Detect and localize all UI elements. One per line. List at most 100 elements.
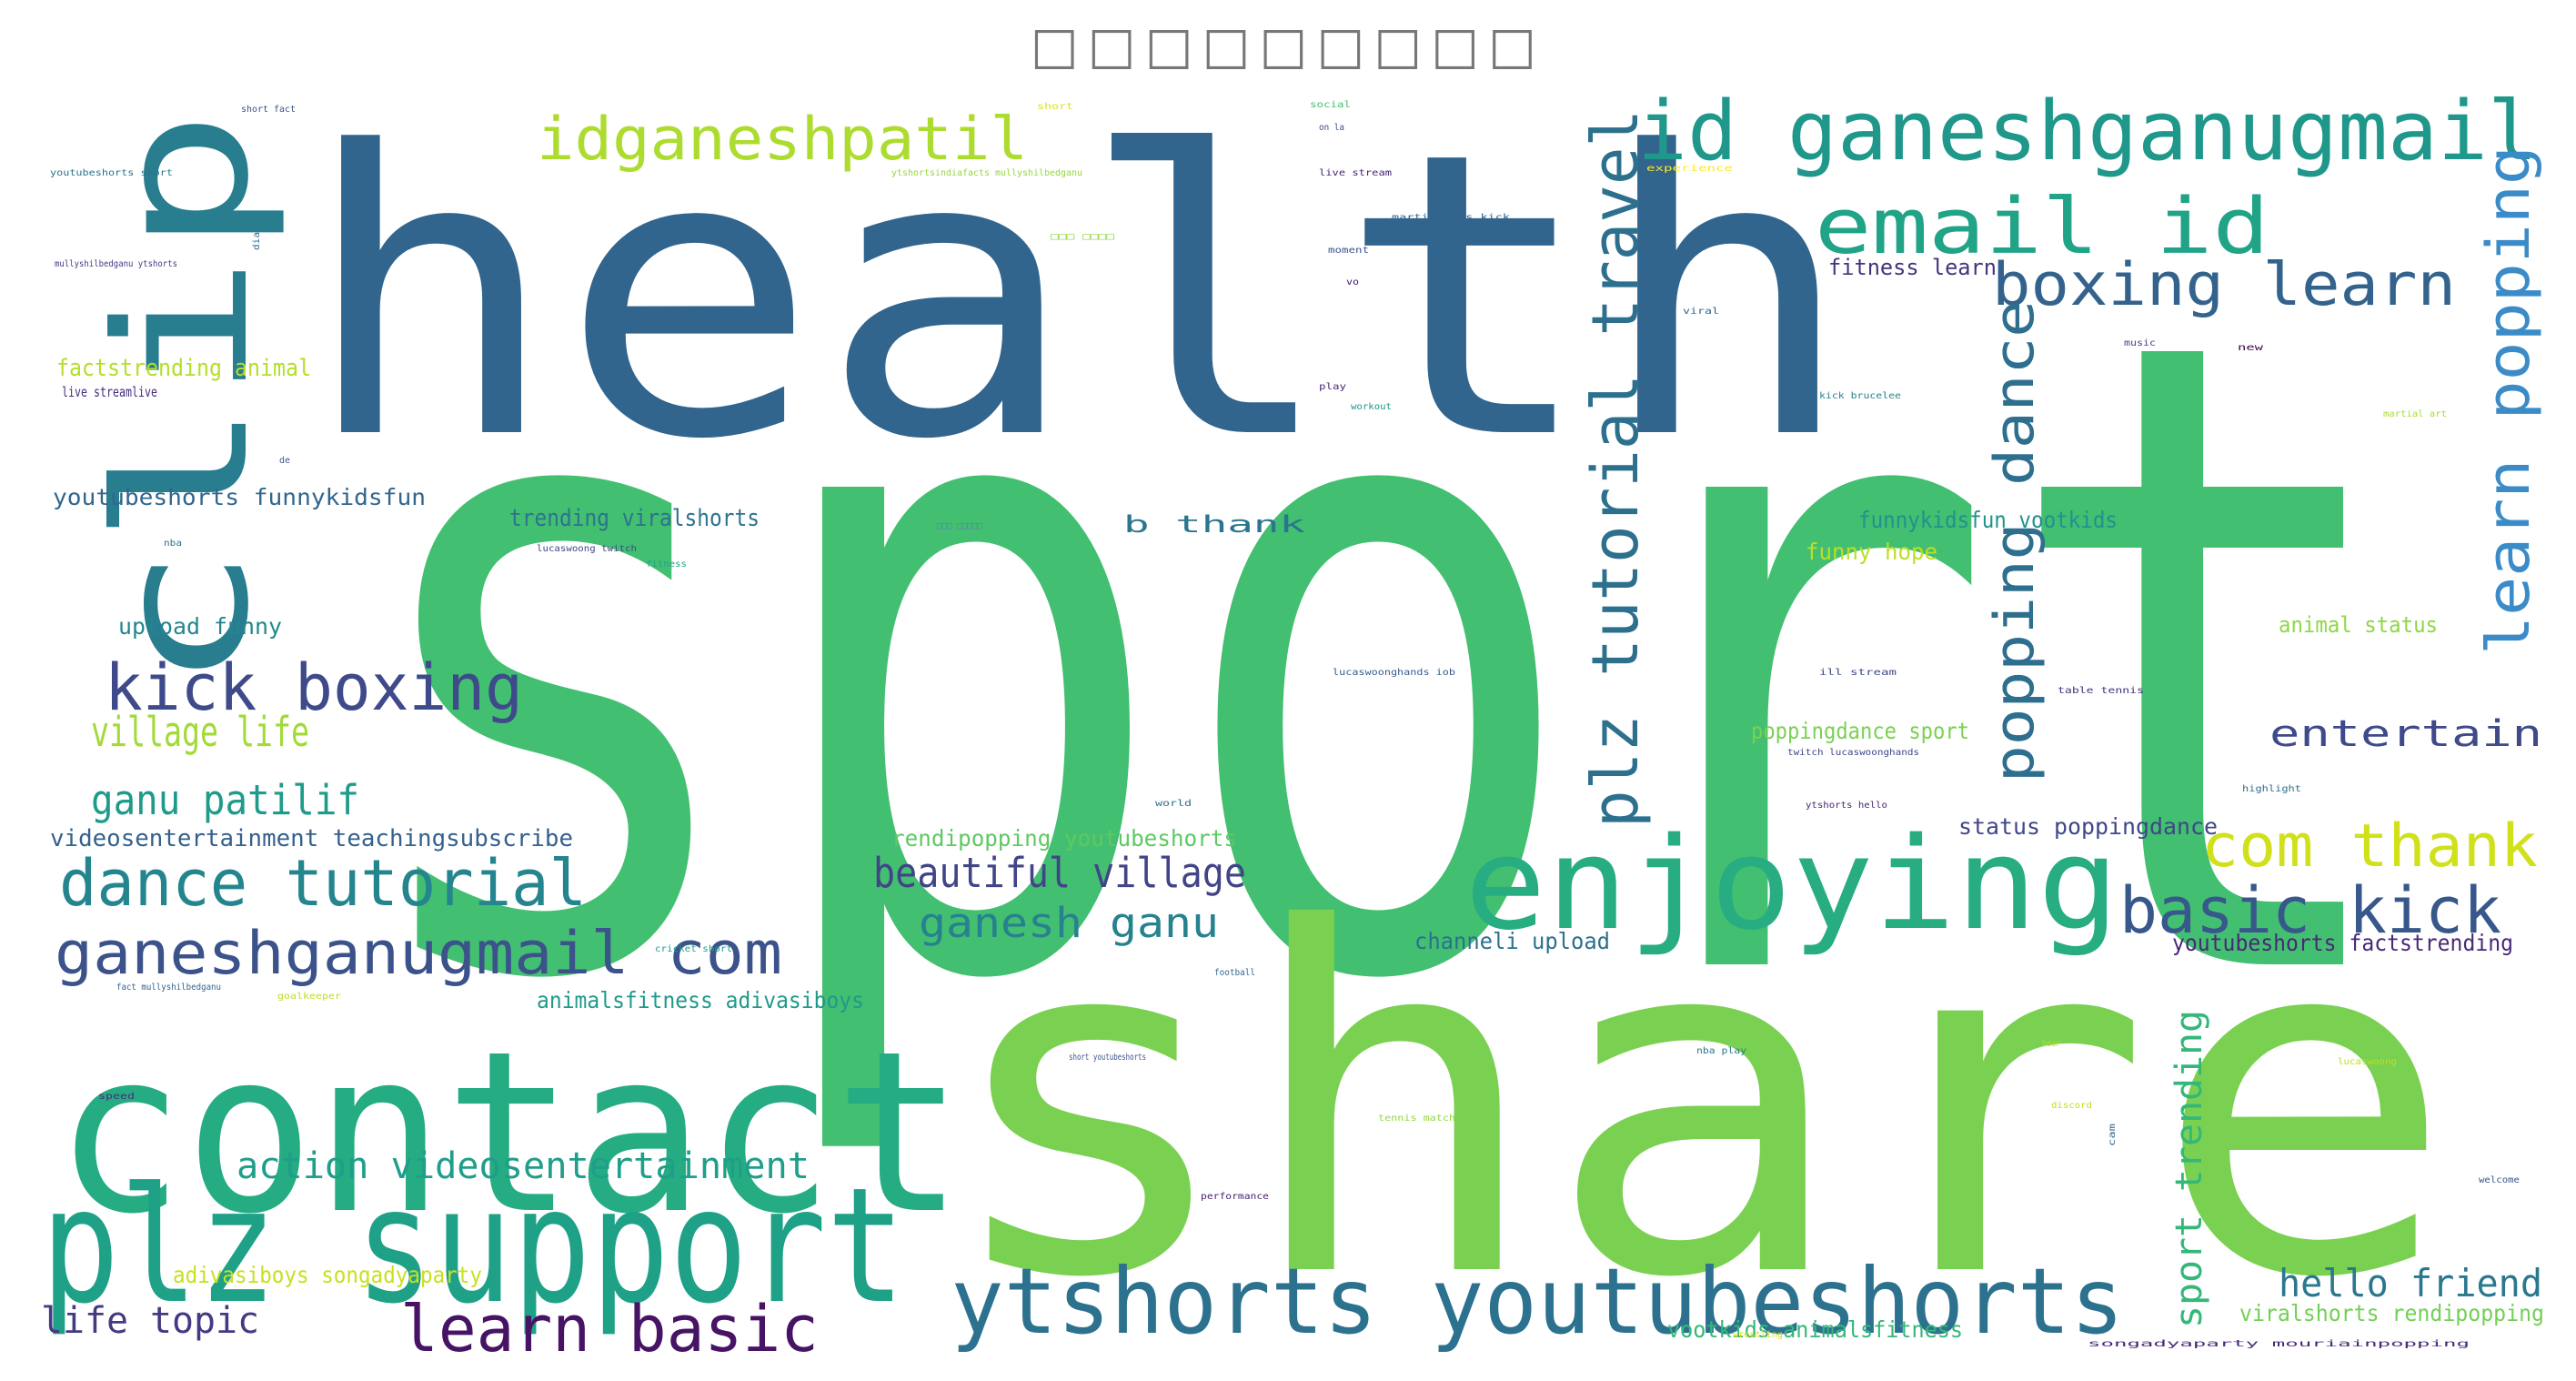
word-12: idganeshpatil [537,106,1028,174]
word-43: youtubeshorts factstrending [2172,930,2513,956]
word-86: speed [98,1092,135,1102]
word-85: lucaswoong [2338,1057,2397,1067]
word-60: on la [1319,123,1344,133]
chart-title: □□□□□□□□□ [1030,16,1546,76]
word-33: trending viralshorts [509,505,760,532]
word-35: factstrending animal [56,355,311,382]
word-1: health [300,70,1856,525]
word-63: music [2124,338,2156,348]
word-57: experience [1646,164,1733,174]
word-3: contact [55,1003,964,1263]
word-50: live streamlive [62,384,157,400]
word-94: de [279,456,290,466]
word-26: action videosentertainment [236,1145,810,1187]
word-52: youtubeshorts short [50,168,173,178]
word-45: adivasiboys songadyaparty [173,1262,482,1288]
word-14: dance tutorial [59,846,587,921]
word-53: mullyshilbedganu ytshorts [55,259,177,269]
word-7: ytshorts youtubeshorts [951,1248,2124,1355]
word-73: table tennis [2058,686,2144,696]
word-66: workout [1351,402,1392,412]
word-75: highlight [2242,784,2301,794]
word-96: nba [164,539,182,549]
word-19: popping dance [1983,300,2047,782]
word-93: cam [2108,1124,2118,1146]
word-87: tennis match [1378,1114,1455,1124]
word-89: performance [1201,1192,1269,1202]
word-31: youtubeshorts funnykidsfun [53,484,426,510]
word-8: kick boxing [105,650,523,725]
word-78: cricket short [655,944,732,954]
word-47: viralshorts rendipopping [2239,1300,2544,1326]
word-23: ganu patilif [91,776,359,824]
word-21: learn popping [2475,146,2543,655]
word-76: ytshorts hello [1806,801,1887,811]
word-80: fact mullyshilbedganu [116,983,221,993]
word-59: short [1037,102,1073,112]
word-17: com thank [2201,812,2538,881]
word-34: upload funny [118,613,282,640]
word-40: status poppingdance [1958,813,2218,840]
word-98: □□□ □□□□ [1051,232,1114,242]
word-11: email id [1815,182,2269,272]
word-70: fitness [646,559,687,570]
word-27: hello friend [2279,1261,2542,1305]
word-95: dia [252,232,262,250]
word-42: channeli upload [1414,928,1610,954]
word-30: sport trending [2168,1010,2210,1328]
word-5: plz support [41,1154,905,1339]
word-49: fitness learn [1828,255,1997,280]
word-2: share [937,830,2456,1381]
word-54: ytshortsindiafacts mullyshilbedganu [891,168,1082,178]
word-0: sport [346,155,2410,1171]
word-24: beautiful village [873,849,1246,897]
word-62: viral [1683,307,1719,317]
word-88: discord [2051,1101,2092,1111]
word-99: □□□ □□□□□ [937,521,982,531]
word-22: village life [91,708,309,756]
word-92: songadyaparty mouriainpopping [2088,1339,2470,1349]
word-25: ganesh ganu [919,899,1219,947]
word-83: nba play [1696,1046,1746,1056]
word-65: play [1319,382,1346,392]
word-81: goalkeeper [277,992,341,1002]
word-46: vootkids animalsfitness [1667,1316,1963,1343]
word-51: short fact [241,105,296,115]
word-13: boxing learn [1992,251,2456,319]
word-56: live stream [1319,168,1392,178]
word-44: animalsfitness adivasiboys [537,987,864,1013]
word-68: martial art [2383,409,2447,419]
word-61: moment [1328,246,1369,256]
word-84: bear [2042,1039,2060,1049]
word-18: plz tutorial travel [1578,109,1653,828]
word-69: lucaswoong twitch [537,544,637,554]
word-55: martialarts kick [1392,213,1510,223]
word-67: kick brucelee [1819,391,1901,401]
word-16: basic kick [2119,873,2501,948]
word-15: ganeshganugmail com [55,920,782,988]
word-37: funnykidsfun vootkids [1858,507,2118,533]
word-48: animal status [2279,612,2438,638]
word-10: id ganeshganugmail [1637,84,2538,179]
word-28: life topic [41,1300,259,1342]
word-72: ill stream [1819,668,1897,678]
word-29: entertain [2269,713,2542,755]
word-90: welcome [2479,1175,2520,1185]
word-20: popping dance [1983,300,2047,782]
word-41: rendipopping youtubeshorts [891,825,1237,852]
word-4: clip [77,109,289,691]
word-39: poppingdance sport [1751,718,1969,744]
word-58: social [1310,100,1351,110]
word-38: funny hope [1806,539,1937,565]
word-97: vo [1346,277,1359,287]
word-36: b thank [1123,511,1306,539]
word-32: videosentertainment teachingsubscribe [50,825,573,852]
word-64: new [2238,343,2265,353]
word-82: short youtubeshorts [1069,1053,1146,1063]
word-77: world [1155,799,1192,809]
word-9: learn basic [400,1292,819,1366]
word-74: twitch lucaswoonghands [1787,748,1919,758]
word-79: football [1214,968,1255,978]
word-91: wrestling [1733,1330,1783,1340]
